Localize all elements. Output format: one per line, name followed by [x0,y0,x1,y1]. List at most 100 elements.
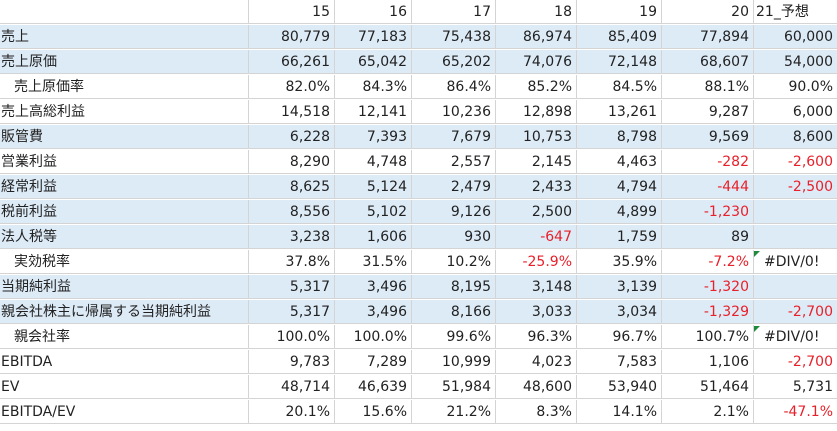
value-cell-16[interactable]: 12,141 [335,100,412,124]
value-cell-17[interactable]: 51,984 [412,375,496,399]
value-cell-17[interactable]: 10,236 [412,100,496,124]
value-cell-15[interactable]: 66,261 [249,50,335,74]
row-label-cell[interactable]: 営業利益 [0,150,249,174]
value-cell-20[interactable]: -1,320 [662,275,754,299]
value-cell-19[interactable]: 85,409 [577,25,662,49]
row-label-cell[interactable]: 税前利益 [0,200,249,224]
value-cell-19[interactable]: 8,798 [577,125,662,149]
row-label-cell[interactable]: 法人税等 [0,225,249,249]
value-cell-18[interactable]: -25.9% [496,250,577,274]
header-cell-15[interactable]: 15 [249,0,335,24]
value-cell-17[interactable]: 2,479 [412,175,496,199]
row-label-cell[interactable]: 親会社株主に帰属する当期純利益 [0,300,249,324]
value-cell-16[interactable]: 46,639 [335,375,412,399]
value-cell-16[interactable]: 84.3% [335,75,412,99]
value-cell-18[interactable]: -647 [496,225,577,249]
value-cell-15[interactable]: 20.1% [249,400,335,424]
value-cell-20[interactable]: 2.1% [662,400,754,424]
row-label-cell[interactable]: 販管費 [0,125,249,149]
row-label-cell[interactable]: EBITDA [0,350,249,374]
value-cell-17[interactable]: 75,438 [412,25,496,49]
row-label-cell[interactable]: 売上高総利益 [0,100,249,124]
value-cell-20[interactable]: 9,569 [662,125,754,149]
value-cell-16[interactable]: 100.0% [335,325,412,349]
value-cell-16[interactable]: 65,042 [335,50,412,74]
value-cell-16[interactable]: 7,289 [335,350,412,374]
value-cell-16[interactable]: 3,496 [335,300,412,324]
value-cell-17[interactable]: 65,202 [412,50,496,74]
value-cell-15[interactable]: 8,556 [249,200,335,224]
value-cell-20[interactable]: 51,464 [662,375,754,399]
value-cell-15[interactable]: 8,625 [249,175,335,199]
value-cell-21[interactable]: -2,600 [754,150,837,174]
value-cell-16[interactable]: 5,102 [335,200,412,224]
value-cell-20[interactable]: -1,230 [662,200,754,224]
value-cell-15[interactable]: 9,783 [249,350,335,374]
value-cell-18[interactable]: 2,433 [496,175,577,199]
value-cell-17[interactable]: 8,195 [412,275,496,299]
value-cell-15[interactable]: 3,238 [249,225,335,249]
value-cell-20[interactable]: 88.1% [662,75,754,99]
header-cell-18[interactable]: 18 [496,0,577,24]
value-cell-18[interactable]: 3,148 [496,275,577,299]
value-cell-21[interactable]: #DIV/0! [754,325,837,349]
value-cell-18[interactable]: 12,898 [496,100,577,124]
value-cell-19[interactable]: 14.1% [577,400,662,424]
value-cell-20[interactable]: -444 [662,175,754,199]
value-cell-19[interactable]: 72,148 [577,50,662,74]
value-cell-15[interactable]: 82.0% [249,75,335,99]
value-cell-18[interactable]: 85.2% [496,75,577,99]
row-label-cell[interactable]: 経常利益 [0,175,249,199]
value-cell-19[interactable]: 1,759 [577,225,662,249]
value-cell-21[interactable]: 90.0% [754,75,837,99]
value-cell-16[interactable]: 77,183 [335,25,412,49]
row-label-cell[interactable]: 実効税率 [0,250,249,274]
value-cell-16[interactable]: 15.6% [335,400,412,424]
value-cell-15[interactable]: 100.0% [249,325,335,349]
value-cell-21[interactable]: -2,700 [754,350,837,374]
value-cell-19[interactable]: 4,899 [577,200,662,224]
value-cell-21[interactable]: 6,000 [754,100,837,124]
header-cell-20[interactable]: 20 [662,0,754,24]
value-cell-18[interactable]: 4,023 [496,350,577,374]
value-cell-17[interactable]: 9,126 [412,200,496,224]
value-cell-21[interactable]: #DIV/0! [754,250,837,274]
value-cell-15[interactable]: 6,228 [249,125,335,149]
value-cell-17[interactable]: 8,166 [412,300,496,324]
header-cell-19[interactable]: 19 [577,0,662,24]
value-cell-18[interactable]: 8.3% [496,400,577,424]
value-cell-19[interactable]: 3,034 [577,300,662,324]
value-cell-16[interactable]: 5,124 [335,175,412,199]
value-cell-17[interactable]: 7,679 [412,125,496,149]
value-cell-21[interactable] [754,200,837,224]
value-cell-19[interactable]: 84.5% [577,75,662,99]
value-cell-16[interactable]: 7,393 [335,125,412,149]
value-cell-19[interactable]: 7,583 [577,350,662,374]
value-cell-21[interactable]: -2,500 [754,175,837,199]
value-cell-19[interactable]: 4,794 [577,175,662,199]
value-cell-16[interactable]: 3,496 [335,275,412,299]
value-cell-20[interactable]: 89 [662,225,754,249]
value-cell-21[interactable]: -47.1% [754,400,837,424]
value-cell-20[interactable]: 100.7% [662,325,754,349]
value-cell-21[interactable]: -2,700 [754,300,837,324]
value-cell-15[interactable]: 80,779 [249,25,335,49]
value-cell-21[interactable] [754,275,837,299]
value-cell-18[interactable]: 74,076 [496,50,577,74]
value-cell-20[interactable]: 77,894 [662,25,754,49]
value-cell-19[interactable]: 3,139 [577,275,662,299]
value-cell-18[interactable]: 10,753 [496,125,577,149]
row-label-cell[interactable]: EV [0,375,249,399]
header-label-cell[interactable] [0,0,249,24]
row-label-cell[interactable]: 当期純利益 [0,275,249,299]
header-cell-21-forecast[interactable]: 21_予想 [754,0,837,24]
value-cell-17[interactable]: 930 [412,225,496,249]
value-cell-17[interactable]: 86.4% [412,75,496,99]
value-cell-20[interactable]: 1,106 [662,350,754,374]
value-cell-21[interactable]: 54,000 [754,50,837,74]
value-cell-16[interactable]: 1,606 [335,225,412,249]
value-cell-17[interactable]: 99.6% [412,325,496,349]
value-cell-19[interactable]: 35.9% [577,250,662,274]
header-cell-17[interactable]: 17 [412,0,496,24]
row-label-cell[interactable]: 親会社率 [0,325,249,349]
